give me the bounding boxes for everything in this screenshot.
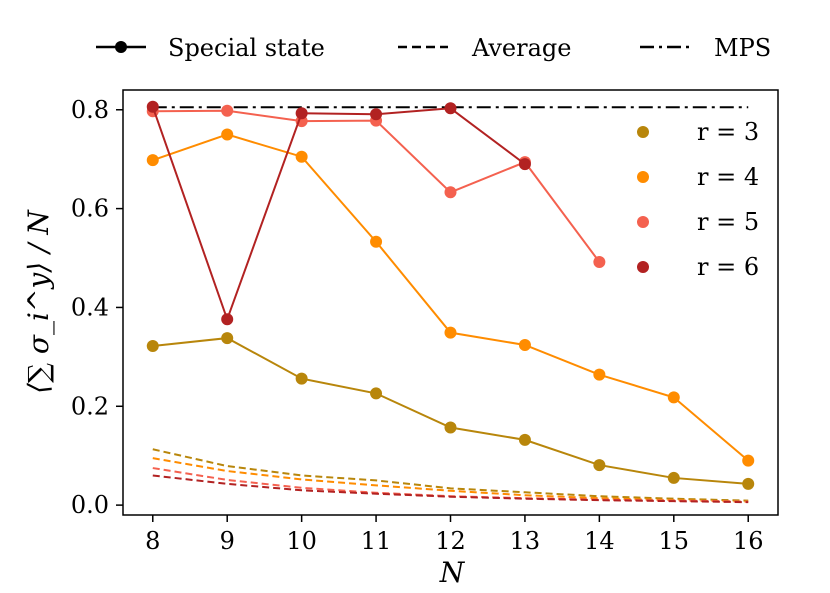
average-line xyxy=(152,474,749,504)
data-point xyxy=(667,391,680,404)
data-point xyxy=(370,108,383,121)
data-point xyxy=(593,459,606,472)
special-state-lines xyxy=(146,100,755,490)
series-legend-item: r = 4 xyxy=(637,163,759,191)
special-line xyxy=(152,133,749,462)
data-point xyxy=(221,128,234,141)
average-line xyxy=(152,457,749,503)
x-tick-label: 13 xyxy=(510,527,541,555)
series-legend-label: r = 4 xyxy=(697,163,759,191)
series-legend-item: r = 6 xyxy=(637,253,759,281)
legend-special-state-label: Special state xyxy=(168,34,325,62)
data-point xyxy=(146,154,159,167)
data-point xyxy=(742,477,755,490)
x-tick-label: 15 xyxy=(659,527,690,555)
x-tick-label: 9 xyxy=(220,527,235,555)
series-legend-label: r = 5 xyxy=(697,208,759,236)
series-legend-marker xyxy=(637,171,649,183)
series-legend-marker xyxy=(637,216,649,228)
legend-average-label: Average xyxy=(471,34,571,62)
special-series xyxy=(146,128,755,467)
y-axis: 0.0 0.2 0.4 0.6 0.8 xyxy=(71,96,123,519)
data-point xyxy=(221,104,234,117)
data-point xyxy=(295,107,308,120)
data-point xyxy=(444,421,457,434)
data-point xyxy=(444,102,457,115)
x-axis: 8 9 10 11 12 13 14 15 16 xyxy=(145,515,764,555)
series-legend-item: r = 5 xyxy=(637,208,759,236)
x-tick-label: 11 xyxy=(361,527,392,555)
y-tick-label: 0.8 xyxy=(71,96,109,124)
series-legend: r = 3 r = 4 r = 5 r = 6 xyxy=(637,118,759,281)
special-series xyxy=(146,100,531,326)
data-point xyxy=(593,255,606,268)
top-legend: Special state Average MPS xyxy=(96,34,771,62)
data-point xyxy=(295,150,308,163)
data-point xyxy=(146,339,159,352)
average-lines xyxy=(152,448,749,504)
x-tick-label: 14 xyxy=(584,527,615,555)
series-legend-label: r = 6 xyxy=(697,253,759,281)
data-point xyxy=(518,339,531,351)
series-legend-marker xyxy=(637,126,649,138)
data-point xyxy=(518,433,531,446)
x-axis-label: N xyxy=(439,556,466,589)
x-tick-label: 8 xyxy=(145,527,160,555)
series-legend-item: r = 3 xyxy=(637,118,759,146)
y-tick-label: 0.0 xyxy=(71,491,109,519)
legend-average: Average xyxy=(398,34,571,62)
x-tick-label: 16 xyxy=(733,527,764,555)
x-tick-label: 10 xyxy=(286,527,317,555)
data-point xyxy=(370,387,383,400)
legend-mps: MPS xyxy=(640,34,771,62)
data-point xyxy=(593,368,606,381)
special-line xyxy=(151,106,526,323)
legend-special-state: Special state xyxy=(96,34,325,62)
data-point xyxy=(444,326,457,339)
series-legend-marker xyxy=(637,261,649,273)
y-axis-label: ⟨∑ σ_i^y⟩ / N xyxy=(22,209,55,394)
y-tick-label: 0.2 xyxy=(71,392,109,420)
data-point xyxy=(742,454,755,467)
special-line xyxy=(152,337,749,485)
data-point xyxy=(370,235,383,248)
legend-mps-label: MPS xyxy=(714,34,771,62)
special-series xyxy=(146,332,755,490)
data-point xyxy=(221,332,234,345)
y-tick-label: 0.6 xyxy=(71,195,109,223)
data-point xyxy=(518,158,531,171)
data-point xyxy=(221,313,234,326)
series-legend-label: r = 3 xyxy=(697,118,759,146)
data-point xyxy=(444,186,457,199)
average-line xyxy=(152,448,749,502)
data-point xyxy=(295,372,308,385)
data-point xyxy=(146,100,159,113)
data-point xyxy=(667,471,680,484)
y-tick-label: 0.4 xyxy=(71,293,109,321)
x-tick-label: 12 xyxy=(435,527,466,555)
